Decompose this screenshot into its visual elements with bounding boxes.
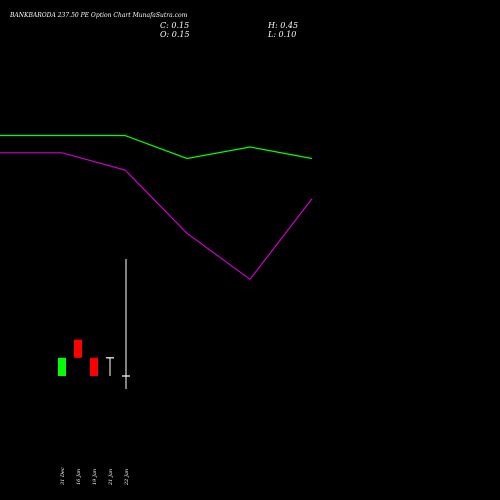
candles [58,259,130,389]
candle-body [74,339,82,358]
close-value: C: 0.15 [160,21,190,30]
date-label: 19 Jan [92,469,98,485]
date-label: 31 Dec [60,467,66,485]
date-label: 21 Jan [108,469,114,486]
ma-line-2 [0,152,313,281]
chart-title: BANKBARODA 237.50 PE Option Chart Munafa… [10,12,188,19]
ma-line-1 [0,134,313,160]
candle-body [90,357,98,376]
date-labels: 31 Dec 16 Jan 19 Jan 21 Jan 22 Jan [60,467,130,486]
low-value: L: 0.10 [268,30,297,39]
candle-body [58,357,66,376]
date-label: 22 Jan [124,469,130,486]
moving-averages [0,134,313,281]
open-value: O: 0.15 [160,30,190,39]
high-value: H: 0.45 [268,21,299,30]
date-label: 16 Jan [76,469,82,485]
